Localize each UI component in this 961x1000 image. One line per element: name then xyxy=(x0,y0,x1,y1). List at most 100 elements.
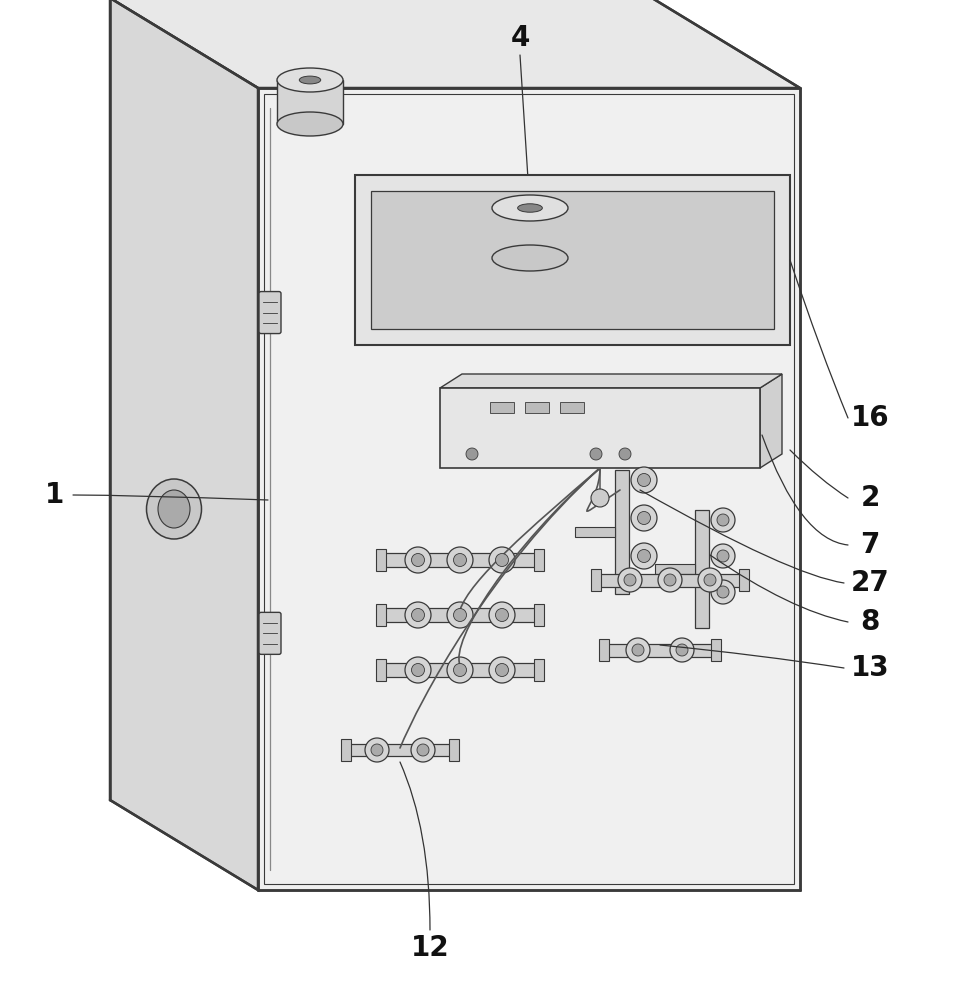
Circle shape xyxy=(717,550,729,562)
Polygon shape xyxy=(608,644,712,656)
Circle shape xyxy=(365,738,389,762)
Polygon shape xyxy=(695,510,709,628)
Polygon shape xyxy=(591,569,601,591)
Circle shape xyxy=(454,554,466,566)
Circle shape xyxy=(447,657,473,683)
Polygon shape xyxy=(534,604,544,626)
Circle shape xyxy=(631,505,657,531)
Polygon shape xyxy=(600,574,740,586)
Polygon shape xyxy=(440,388,760,468)
Circle shape xyxy=(632,644,644,656)
Ellipse shape xyxy=(299,76,321,84)
Polygon shape xyxy=(739,569,749,591)
Polygon shape xyxy=(492,208,568,258)
Polygon shape xyxy=(534,659,544,681)
Ellipse shape xyxy=(158,490,190,528)
Polygon shape xyxy=(341,739,351,761)
Circle shape xyxy=(496,664,508,676)
Circle shape xyxy=(447,547,473,573)
Circle shape xyxy=(676,644,688,656)
Circle shape xyxy=(717,586,729,598)
Circle shape xyxy=(590,448,602,460)
Polygon shape xyxy=(258,88,800,890)
Circle shape xyxy=(417,744,429,756)
Polygon shape xyxy=(350,744,450,756)
Polygon shape xyxy=(599,639,609,661)
Polygon shape xyxy=(371,191,774,329)
Polygon shape xyxy=(376,604,386,626)
Text: 27: 27 xyxy=(850,569,889,597)
Ellipse shape xyxy=(277,112,343,136)
Circle shape xyxy=(496,554,508,566)
Circle shape xyxy=(704,574,716,586)
Circle shape xyxy=(631,467,657,493)
Text: 12: 12 xyxy=(410,934,450,962)
Circle shape xyxy=(489,547,515,573)
Text: 13: 13 xyxy=(850,654,889,682)
Circle shape xyxy=(405,602,431,628)
Circle shape xyxy=(711,544,735,568)
Circle shape xyxy=(626,638,650,662)
Polygon shape xyxy=(385,553,535,567)
Circle shape xyxy=(664,574,676,586)
Circle shape xyxy=(466,448,478,460)
Circle shape xyxy=(411,738,435,762)
Polygon shape xyxy=(385,608,535,622)
Text: 1: 1 xyxy=(45,481,64,509)
Polygon shape xyxy=(575,527,615,537)
Circle shape xyxy=(637,474,651,487)
Ellipse shape xyxy=(146,479,202,539)
Polygon shape xyxy=(440,374,782,388)
Polygon shape xyxy=(760,374,782,468)
Circle shape xyxy=(670,638,694,662)
Text: 7: 7 xyxy=(860,531,879,559)
Circle shape xyxy=(496,608,508,621)
Circle shape xyxy=(624,574,636,586)
Circle shape xyxy=(411,608,425,621)
Circle shape xyxy=(698,568,722,592)
Circle shape xyxy=(618,568,642,592)
Polygon shape xyxy=(277,80,343,124)
Text: 4: 4 xyxy=(510,24,530,52)
Polygon shape xyxy=(385,663,535,677)
Polygon shape xyxy=(110,0,258,890)
Polygon shape xyxy=(615,470,629,594)
Circle shape xyxy=(405,547,431,573)
Bar xyxy=(490,402,514,413)
Polygon shape xyxy=(449,739,459,761)
Text: 8: 8 xyxy=(860,608,879,636)
Polygon shape xyxy=(711,639,721,661)
Circle shape xyxy=(619,448,631,460)
Polygon shape xyxy=(534,549,544,571)
Circle shape xyxy=(711,580,735,604)
Bar xyxy=(560,402,584,413)
Circle shape xyxy=(637,512,651,524)
Circle shape xyxy=(411,554,425,566)
Circle shape xyxy=(489,602,515,628)
Circle shape xyxy=(454,608,466,621)
Polygon shape xyxy=(110,0,800,88)
Ellipse shape xyxy=(518,204,542,212)
Circle shape xyxy=(711,508,735,532)
Circle shape xyxy=(658,568,682,592)
Circle shape xyxy=(371,744,383,756)
Circle shape xyxy=(489,657,515,683)
Circle shape xyxy=(637,550,651,562)
Circle shape xyxy=(717,514,729,526)
Circle shape xyxy=(454,664,466,676)
Circle shape xyxy=(405,657,431,683)
Ellipse shape xyxy=(492,195,568,221)
Ellipse shape xyxy=(492,245,568,271)
Polygon shape xyxy=(355,175,790,345)
Text: 2: 2 xyxy=(860,484,879,512)
Circle shape xyxy=(631,543,657,569)
FancyBboxPatch shape xyxy=(259,612,281,654)
FancyBboxPatch shape xyxy=(259,292,281,334)
Bar xyxy=(525,402,549,413)
Text: 16: 16 xyxy=(850,404,889,432)
Ellipse shape xyxy=(277,68,343,92)
Polygon shape xyxy=(376,659,386,681)
Polygon shape xyxy=(376,549,386,571)
Circle shape xyxy=(447,602,473,628)
Circle shape xyxy=(591,489,609,507)
